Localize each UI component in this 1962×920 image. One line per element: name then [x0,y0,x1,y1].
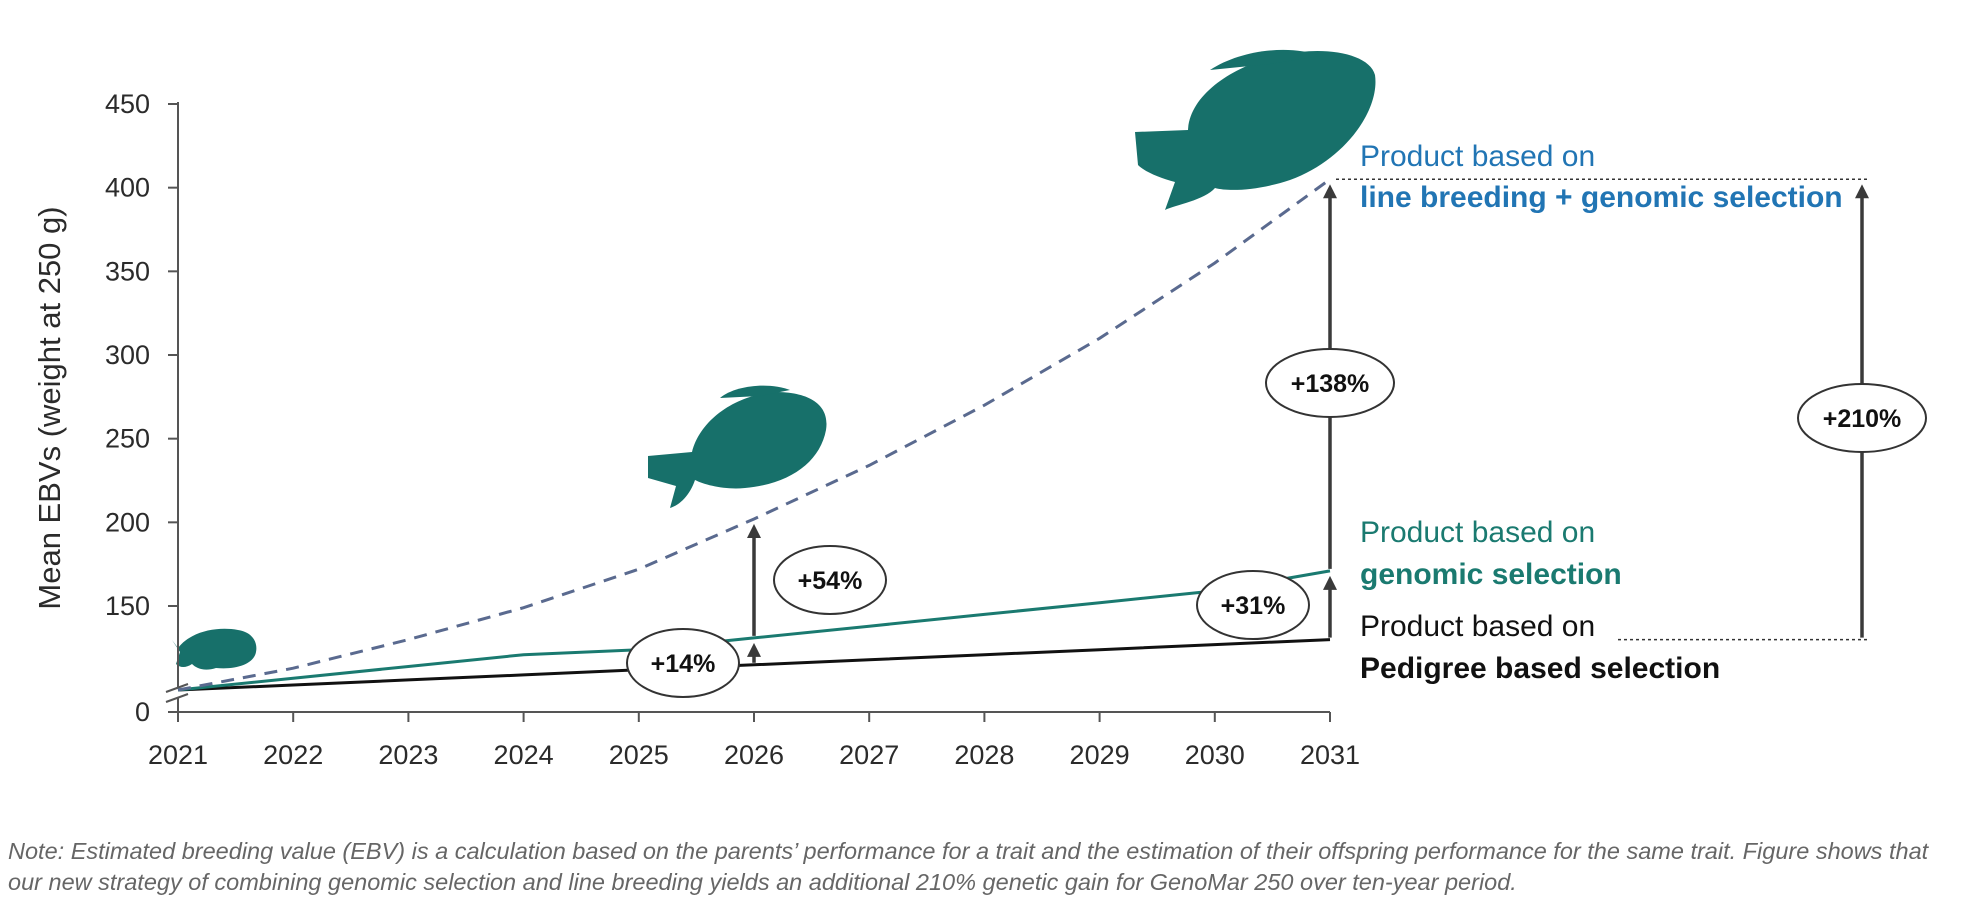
y-tick-label: 200 [105,507,150,537]
y-tick-label: 0 [135,697,150,727]
x-tick-label: 2026 [724,740,784,770]
y-tick-label: 350 [105,256,150,286]
series-line-2 [177,569,1331,692]
y-tick-label: 150 [105,591,150,621]
y-tick-label: 250 [105,424,150,454]
annotation-label: +210% [1823,405,1902,433]
x-tick-label: 2021 [148,740,208,770]
x-tick-label: 2030 [1185,740,1245,770]
fish-medium-icon [648,385,827,508]
footnote: Note: Estimated breeding value (EBV) is … [8,838,1929,895]
annotation-label: +54% [798,567,863,595]
annotation-oval [773,545,887,615]
axes: 0 150 200 250 300 350 400 450 2021 2022 2023 2024 20… [32,89,1360,770]
x-tick-label: 2029 [1070,740,1130,770]
y-tick-label: 400 [105,173,150,203]
chart: 0 150 200 250 300 350 400 450 2021 2022 2023 2024 20… [32,49,1927,770]
x-tick-label: 2023 [378,740,438,770]
label-genomic-name: genomic selection [1360,558,1622,591]
y-axis-title: Mean EBVs (weight at 250 g) [32,206,67,609]
x-tick-label: 2028 [954,740,1014,770]
x-tick-label: 2024 [494,740,554,770]
y-tick-label: 300 [105,340,150,370]
series-group [177,178,1870,692]
annotation-label: +138% [1291,370,1370,398]
series-line-1 [177,638,1331,692]
annotations: +14% +54% +31% +138% +210% [626,184,1927,698]
x-tick-label: 2027 [839,740,899,770]
annotation-oval [1797,383,1927,453]
label-pedigree-name: Pedigree based selection [1360,652,1720,685]
axis-break-gap [166,688,190,698]
y-tick-label: 450 [105,89,150,119]
label-line-genomic-prefix: Product based on [1360,140,1595,173]
fish-large-icon [1135,49,1376,210]
series-line-3 [177,178,1331,692]
axis-break-mark [165,683,189,693]
label-line-genomic-name: line breeding + genomic selection [1360,181,1843,214]
x-tick-label: 2025 [609,740,669,770]
annotation-label: +31% [1221,592,1286,620]
series-labels: Product based on line breeding + genomic … [1360,140,1843,685]
x-tick-label: 2031 [1300,740,1360,770]
annotation-oval [1196,570,1310,640]
annotation-oval [1265,348,1395,418]
annotation-label: +14% [651,650,716,678]
label-pedigree-prefix: Product based on [1360,610,1595,643]
axis-break-mark [165,693,189,703]
x-tick-label: 2022 [263,740,323,770]
annotation-oval [626,628,740,698]
label-genomic-prefix: Product based on [1360,516,1595,549]
fish-small-icon [172,628,257,670]
